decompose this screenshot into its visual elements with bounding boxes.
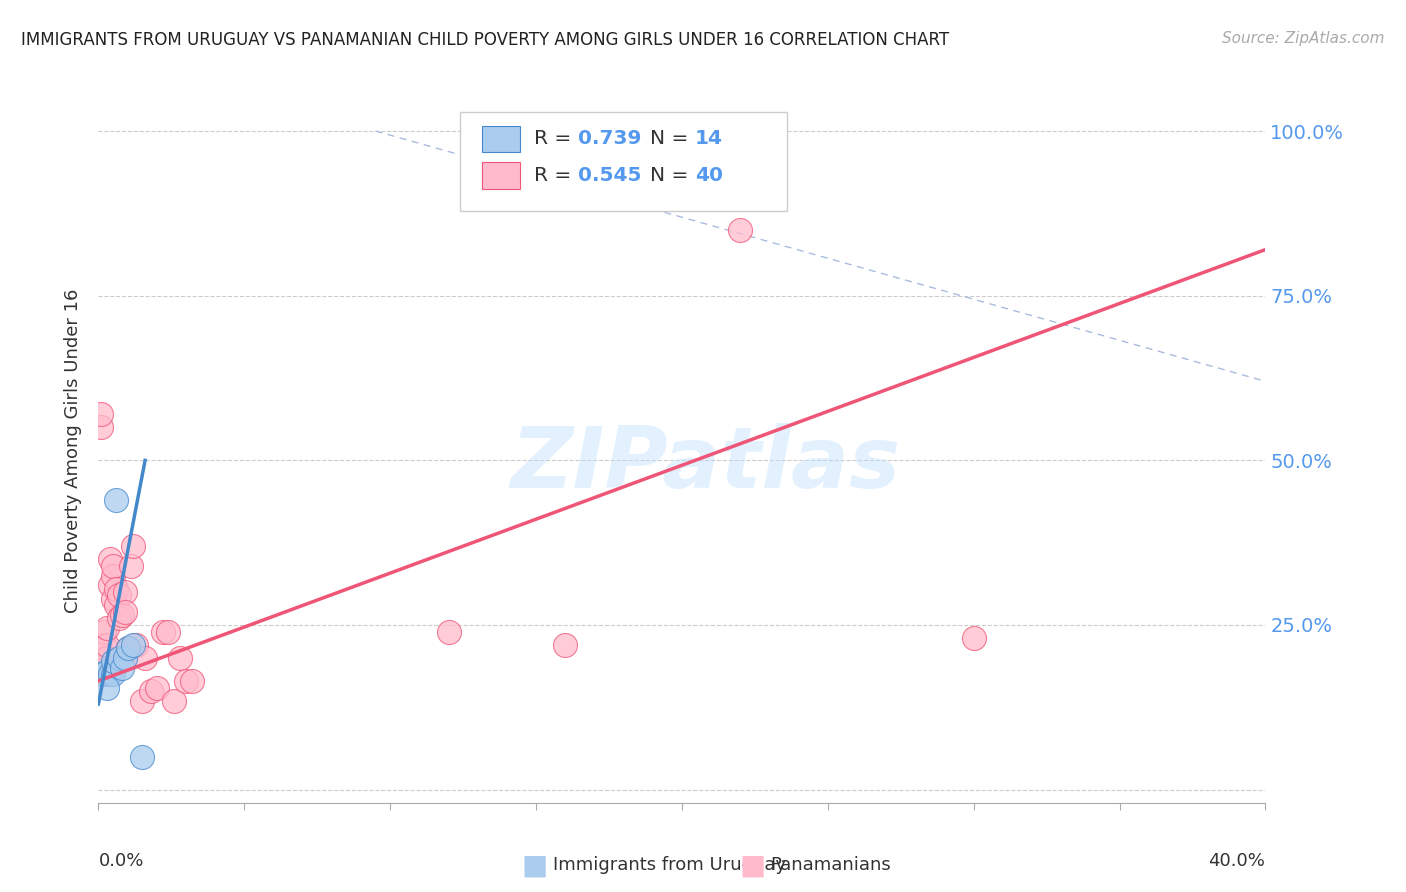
Point <box>90 407 112 421</box>
Text: ■: ■ <box>522 851 547 880</box>
Point <box>554 638 576 652</box>
Text: 40: 40 <box>695 166 723 186</box>
Point <box>122 638 145 652</box>
Point <box>730 223 752 237</box>
Point <box>157 624 180 639</box>
Point <box>98 578 121 592</box>
Point <box>108 611 131 625</box>
FancyBboxPatch shape <box>460 112 787 211</box>
Point <box>93 651 115 665</box>
Point <box>104 492 127 507</box>
Point <box>96 664 118 678</box>
Text: 14: 14 <box>695 129 723 148</box>
Point <box>96 638 118 652</box>
Point <box>108 651 131 665</box>
Point <box>169 651 191 665</box>
Point <box>174 673 197 688</box>
Text: IMMIGRANTS FROM URUGUAY VS PANAMANIAN CHILD POVERTY AMONG GIRLS UNDER 16 CORRELA: IMMIGRANTS FROM URUGUAY VS PANAMANIAN CH… <box>21 31 949 49</box>
Text: 40.0%: 40.0% <box>1209 852 1265 870</box>
Point <box>101 568 124 582</box>
Text: 0.0%: 0.0% <box>98 852 143 870</box>
Point <box>131 749 153 764</box>
Text: 0.739: 0.739 <box>578 129 641 148</box>
Point <box>962 631 984 645</box>
Point <box>93 667 115 681</box>
Point <box>98 552 121 566</box>
Point <box>134 651 156 665</box>
Point <box>90 420 112 434</box>
Point <box>98 667 121 681</box>
Point <box>117 640 139 655</box>
Point <box>104 599 127 613</box>
Text: N =: N = <box>651 129 695 148</box>
Point <box>108 588 131 602</box>
Text: R =: R = <box>534 129 578 148</box>
Text: Immigrants from Uruguay: Immigrants from Uruguay <box>553 856 786 874</box>
Point <box>93 638 115 652</box>
Point <box>114 605 136 619</box>
Point <box>125 638 148 652</box>
Text: Source: ZipAtlas.com: Source: ZipAtlas.com <box>1222 31 1385 46</box>
Text: R =: R = <box>534 166 578 186</box>
Point <box>104 582 127 596</box>
Point <box>101 667 124 681</box>
FancyBboxPatch shape <box>482 126 520 153</box>
Point <box>163 694 186 708</box>
Point <box>96 651 118 665</box>
Point <box>114 651 136 665</box>
Point <box>120 558 142 573</box>
Point <box>111 661 134 675</box>
Point <box>122 539 145 553</box>
FancyBboxPatch shape <box>482 162 520 189</box>
Point <box>146 681 169 695</box>
Point <box>101 654 124 668</box>
Point <box>96 681 118 695</box>
Point <box>101 558 124 573</box>
Point <box>114 585 136 599</box>
Point <box>93 624 115 639</box>
Point <box>96 661 118 675</box>
Text: ■: ■ <box>740 851 765 880</box>
Point <box>139 683 162 698</box>
Text: N =: N = <box>651 166 695 186</box>
Point <box>93 664 115 678</box>
Point <box>111 608 134 623</box>
Text: 0.545: 0.545 <box>578 166 641 186</box>
Point <box>96 621 118 635</box>
Point <box>437 624 460 639</box>
Point <box>101 591 124 606</box>
Y-axis label: Child Poverty Among Girls Under 16: Child Poverty Among Girls Under 16 <box>65 288 83 613</box>
Point <box>152 624 174 639</box>
Text: ZIPatlas: ZIPatlas <box>510 423 900 506</box>
Point <box>117 640 139 655</box>
Point <box>180 673 202 688</box>
Text: Panamanians: Panamanians <box>770 856 891 874</box>
Point <box>90 667 112 681</box>
Point <box>131 694 153 708</box>
